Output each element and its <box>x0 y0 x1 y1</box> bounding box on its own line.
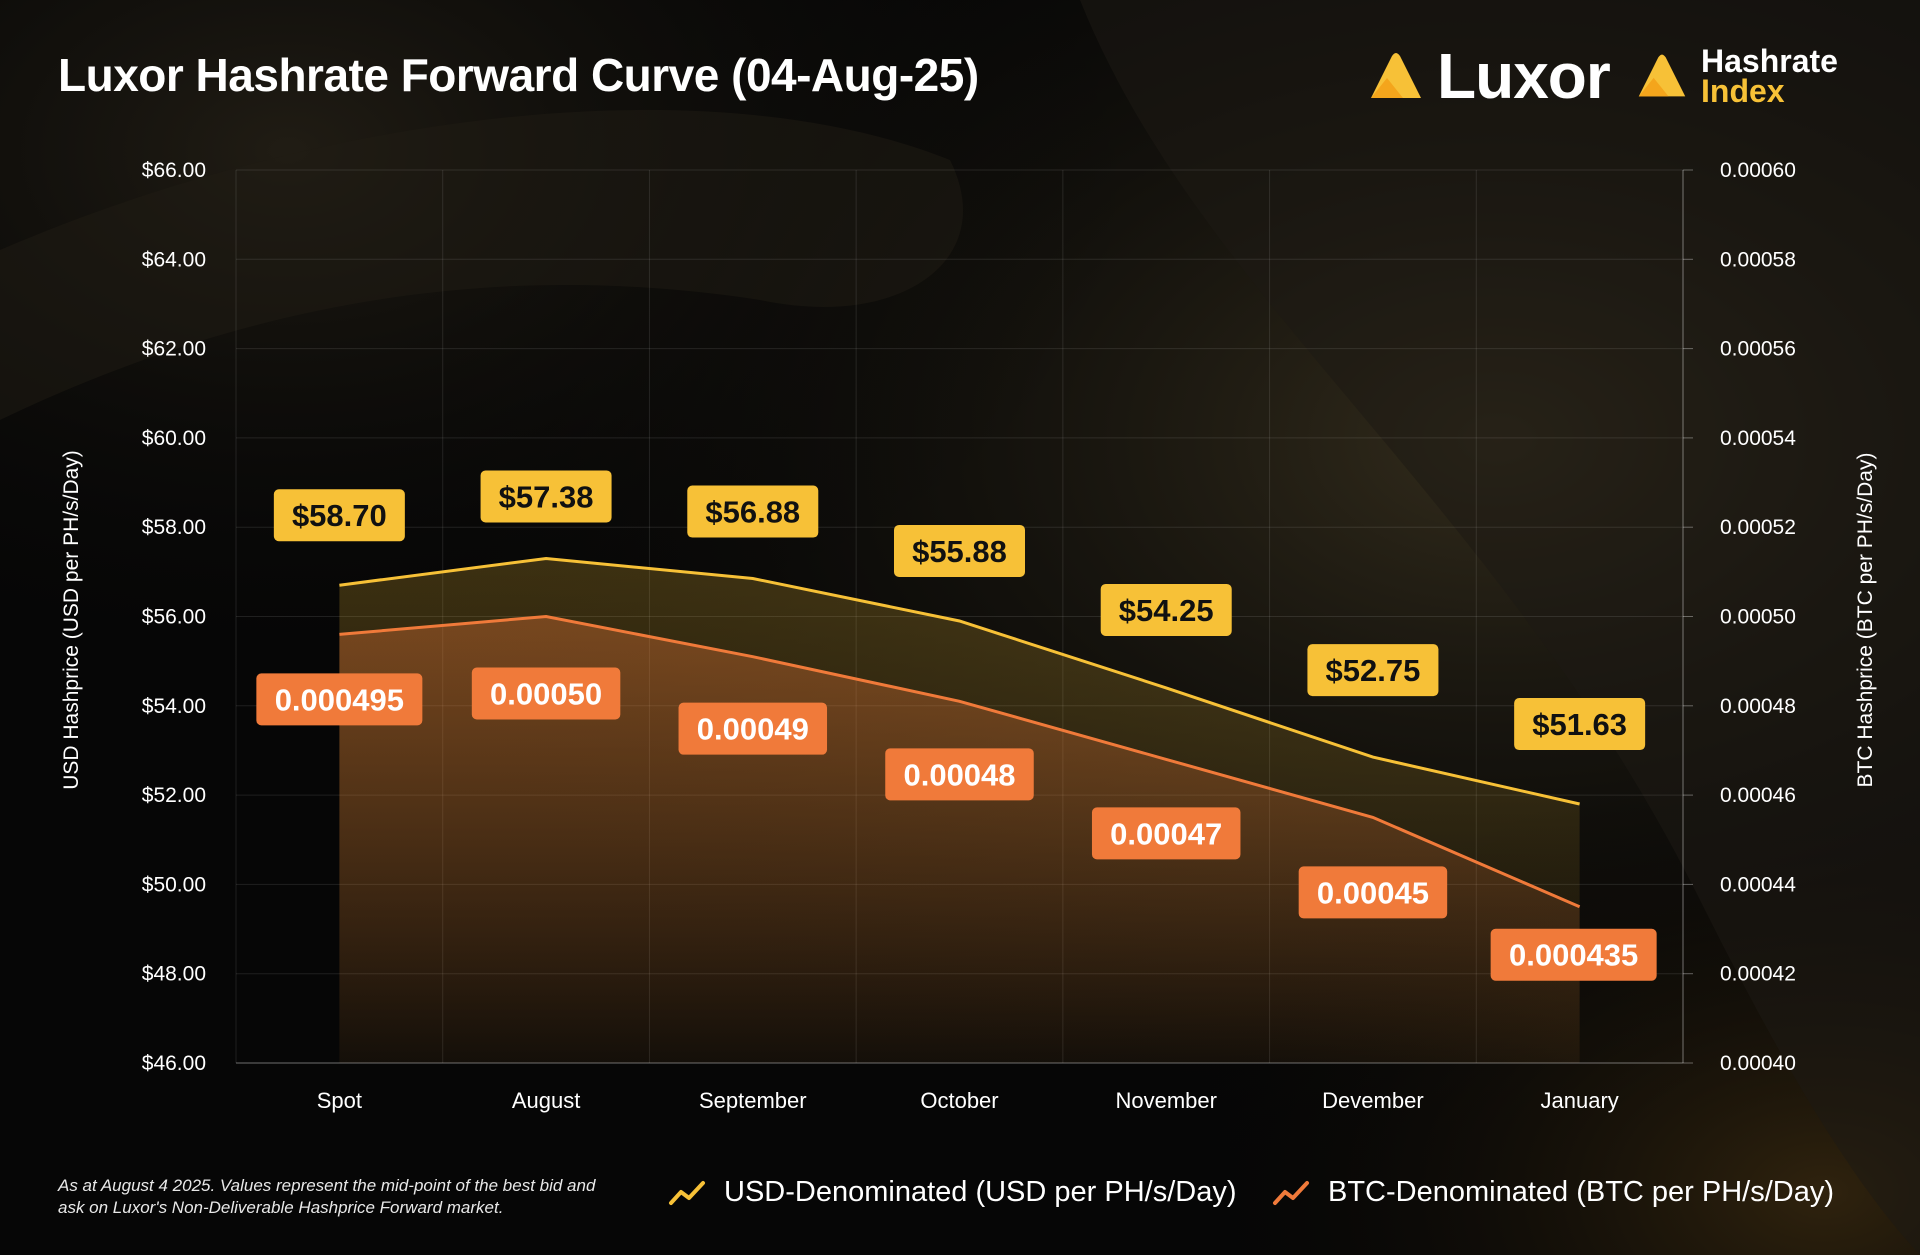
y-right-tick-label: 0.00054 <box>1720 427 1796 450</box>
btc-data-label-text: 0.00049 <box>697 712 809 747</box>
y-right-axis-title: BTC Hashprice (BTC per PH/s/Day) <box>1854 453 1877 788</box>
btc-data-label: 0.00049 <box>678 702 828 755</box>
y-right-tick-label: 0.00040 <box>1720 1052 1796 1075</box>
btc-data-label: 0.000435 <box>1490 928 1657 981</box>
btc-series-line <box>339 614 1581 909</box>
luxor-mark-icon <box>1371 53 1421 98</box>
usd-data-label-bg <box>687 485 819 538</box>
y-left-tick-label: $56.00 <box>142 606 206 629</box>
usd-data-label: $54.25 <box>1100 583 1232 636</box>
hashrate-index-logo: Hashrate Index <box>1633 43 1838 109</box>
usd-data-label-text: $51.63 <box>1532 707 1627 742</box>
usd-data-label: $56.88 <box>687 485 819 538</box>
legend-btc[interactable]: BTC-Denominated (BTC per PH/s/Day) <box>1272 1176 1834 1209</box>
y-right-tick-label: 0.00048 <box>1720 695 1796 718</box>
btc-data-label-text: 0.00048 <box>903 757 1015 792</box>
y-right-tick-label: 0.00050 <box>1720 606 1796 629</box>
btc-data-label: 0.000495 <box>256 673 423 726</box>
usd-data-label-text: $55.88 <box>912 534 1007 569</box>
usd-data-label-text: $58.70 <box>292 498 387 533</box>
usd-data-label-text: $57.38 <box>499 479 594 514</box>
btc-area <box>339 616 1580 1063</box>
hashrate-index-mark-icon <box>1638 54 1686 97</box>
x-tick-label: August <box>512 1088 581 1113</box>
luxor-wordmark: Luxor <box>1437 40 1611 112</box>
usd-data-label-bg <box>273 489 405 542</box>
usd-data-label-bg <box>1514 698 1646 751</box>
y-left-tick-label: $64.00 <box>142 248 206 271</box>
y-left-tick-label: $54.00 <box>142 695 206 718</box>
footnote: As at August 4 2025. Values represent th… <box>58 1176 596 1217</box>
y-left-axis-title: USD Hashprice (USD per PH/s/Day) <box>60 450 83 790</box>
y-right-tick-label: 0.00042 <box>1720 963 1796 986</box>
x-tick-label: Devember <box>1322 1088 1423 1113</box>
btc-data-label-text: 0.00045 <box>1317 875 1429 910</box>
y-right-tick-label: 0.00058 <box>1720 248 1796 271</box>
btc-data-label-bg <box>1091 807 1241 860</box>
legend-usd-label: USD-Denominated (USD per PH/s/Day) <box>724 1176 1237 1208</box>
hashrate-index-line1: Hashrate <box>1701 43 1838 79</box>
y-right-tick-label: 0.00052 <box>1720 516 1796 539</box>
usd-data-label: $57.38 <box>480 470 612 523</box>
usd-data-label: $58.70 <box>273 489 405 542</box>
y-right-tick-label: 0.00046 <box>1720 784 1796 807</box>
y-left-tick-label: $48.00 <box>142 963 206 986</box>
y-left-tick-label: $58.00 <box>142 516 206 539</box>
btc-data-label: 0.00050 <box>471 667 621 720</box>
x-tick-label: September <box>699 1088 807 1113</box>
usd-trend-line-icon <box>669 1180 705 1205</box>
usd-data-label-text: $52.75 <box>1326 653 1421 688</box>
x-tick-label: November <box>1115 1088 1216 1113</box>
usd-data-label: $51.63 <box>1514 698 1646 751</box>
btc-data-label-bg <box>1490 928 1657 981</box>
btc-data-label-text: 0.000435 <box>1509 938 1638 973</box>
x-tick-label: October <box>920 1088 998 1113</box>
y-right-tick-label: 0.00060 <box>1720 159 1796 182</box>
usd-data-label-bg <box>1307 644 1439 697</box>
usd-series-line <box>339 556 1580 806</box>
y-left-tick-label: $52.00 <box>142 784 206 807</box>
chart-title: Luxor Hashrate Forward Curve (04-Aug-25) <box>58 49 979 101</box>
usd-data-label-bg <box>480 470 612 523</box>
x-tick-label: January <box>1541 1088 1619 1113</box>
btc-data-label-bg <box>678 702 828 755</box>
y-right-tick-label: 0.00056 <box>1720 338 1796 361</box>
usd-data-label: $52.75 <box>1307 644 1439 697</box>
btc-data-label-text: 0.00050 <box>490 677 602 712</box>
btc-data-label: 0.00048 <box>885 748 1034 801</box>
y-right-tick-label: 0.00044 <box>1720 873 1796 896</box>
btc-data-label: 0.00045 <box>1298 866 1448 919</box>
luxor-logo: Luxor <box>1365 40 1611 112</box>
usd-data-label-bg <box>1100 583 1232 636</box>
usd-data-label-bg <box>894 524 1025 577</box>
usd-data-label-text: $54.25 <box>1119 593 1214 628</box>
y-left-tick-label: $50.00 <box>142 873 206 896</box>
x-tick-label: Spot <box>317 1088 362 1113</box>
y-left-tick-label: $60.00 <box>142 427 206 450</box>
usd-data-label: $55.88 <box>894 524 1025 577</box>
btc-data-label-text: 0.000495 <box>275 682 404 717</box>
legend-btc-label: BTC-Denominated (BTC per PH/s/Day) <box>1328 1176 1835 1208</box>
y-left-tick-label: $66.00 <box>142 159 206 182</box>
y-left-tick-label: $46.00 <box>142 1052 206 1075</box>
y-left-tick-label: $62.00 <box>142 338 206 361</box>
btc-trend-line-icon <box>1273 1180 1309 1205</box>
btc-data-label-bg <box>471 667 621 720</box>
btc-data-label-text: 0.00047 <box>1110 816 1222 851</box>
btc-data-label-bg <box>885 748 1034 801</box>
btc-data-label-bg <box>256 673 423 726</box>
usd-data-label-text: $56.88 <box>705 495 800 530</box>
hashrate-index-line2: Index <box>1701 73 1785 109</box>
btc-data-label-bg <box>1298 866 1448 919</box>
btc-data-label: 0.00047 <box>1091 807 1241 860</box>
legend-usd[interactable]: USD-Denominated (USD per PH/s/Day) <box>668 1176 1236 1209</box>
